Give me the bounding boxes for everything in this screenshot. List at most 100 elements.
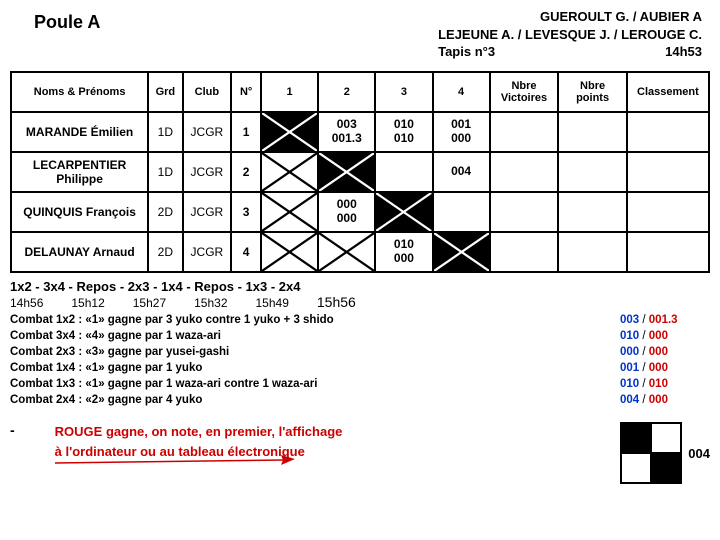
- victories-cell: [490, 232, 559, 272]
- col-2: 2: [318, 72, 375, 112]
- diag-black-cell: [433, 232, 490, 272]
- combat-text: Combat 1x4 : «1» gagne par 1 yuko: [10, 360, 202, 376]
- diag-black-cell: [375, 192, 432, 232]
- player-num: 1: [231, 112, 261, 152]
- mini-table: [620, 422, 682, 484]
- schedule-line: 1x2 - 3x4 - Repos - 2x3 - 1x4 - Repos - …: [10, 279, 710, 294]
- player-grade: 1D: [148, 112, 182, 152]
- diag-black-cell: [318, 152, 375, 192]
- points-cell: [558, 112, 627, 152]
- arrow: [55, 455, 621, 475]
- combat-line: Combat 2x4 : «2» gagne par 4 yuko 004 / 0…: [10, 392, 710, 408]
- col-grd: Grd: [148, 72, 182, 112]
- x-cell: [261, 152, 318, 192]
- table-header-row: Noms & Prénoms Grd Club N° 1 2 3 4 Nbre …: [11, 72, 709, 112]
- col-rank: Classement: [627, 72, 709, 112]
- player-club: JCGR: [183, 152, 232, 192]
- score-cell: 010000: [375, 232, 432, 272]
- col-4: 4: [433, 72, 490, 112]
- combat-text: Combat 2x3 : «3» gagne par yusei-gashi: [10, 344, 229, 360]
- combats-block: Combat 1x2 : «1» gagne par 3 yuko contre…: [10, 312, 710, 409]
- mini-black-cell: [621, 423, 651, 453]
- time-stamp: 15h32: [194, 296, 227, 310]
- officials-line1: GUEROULT G. / AUBIER A: [438, 8, 702, 26]
- player-grade: 2D: [148, 232, 182, 272]
- player-grade: 1D: [148, 152, 182, 192]
- table-row: MARANDE Émilien1DJCGR1 003001.30100100010…: [11, 112, 709, 152]
- footer-note: ROUGE gagne, on note, en premier, l'affi…: [55, 422, 621, 475]
- combat-line: Combat 2x3 : «3» gagne par yusei-gashi 00…: [10, 344, 710, 360]
- time-stamp: 15h12: [71, 296, 104, 310]
- tapis-label: Tapis n°3: [438, 43, 495, 61]
- col-name: Noms & Prénoms: [11, 72, 148, 112]
- x-cell: [261, 192, 318, 232]
- combat-result: 004 / 000: [620, 392, 710, 408]
- combat-text: Combat 3x4 : «4» gagne par 1 waza-ari: [10, 328, 221, 344]
- note-line1: ROUGE gagne, on note, en premier, l'affi…: [55, 422, 621, 442]
- rank-cell: [627, 152, 709, 192]
- mini-empty-cell: [621, 453, 651, 483]
- mini-example: 004: [620, 422, 710, 484]
- col-1: 1: [261, 72, 318, 112]
- empty-cell: [433, 192, 490, 232]
- time-stamp: 15h49: [256, 296, 289, 310]
- combat-result: 000 / 000: [620, 344, 710, 360]
- times-row: 14h56 15h12 15h27 15h32 15h49 15h56: [10, 294, 710, 310]
- victories-cell: [490, 152, 559, 192]
- time-stamp: 14h56: [10, 296, 43, 310]
- player-num: 4: [231, 232, 261, 272]
- officials-block: GUEROULT G. / AUBIER A LEJEUNE A. / LEVE…: [438, 8, 710, 61]
- col-pts: Nbre points: [558, 72, 627, 112]
- player-club: JCGR: [183, 192, 232, 232]
- rank-cell: [627, 232, 709, 272]
- points-cell: [558, 192, 627, 232]
- officials-line2: LEJEUNE A. / LEVESQUE J. / LEROUGE C.: [438, 26, 702, 44]
- combat-line: Combat 1x2 : «1» gagne par 3 yuko contre…: [10, 312, 710, 328]
- player-name: MARANDE Émilien: [11, 112, 148, 152]
- col-num: N°: [231, 72, 261, 112]
- score-cell: 010010: [375, 112, 432, 152]
- rank-cell: [627, 112, 709, 152]
- combat-text: Combat 1x2 : «1» gagne par 3 yuko contre…: [10, 312, 334, 328]
- score-cell: 001000: [433, 112, 490, 152]
- table-row: QUINQUIS François2DJCGR3000000: [11, 192, 709, 232]
- table-row: LECARPENTIER Philippe1DJCGR2004: [11, 152, 709, 192]
- score-cell: 003001.3: [318, 112, 375, 152]
- victories-cell: [490, 192, 559, 232]
- col-club: Club: [183, 72, 232, 112]
- player-name: DELAUNAY Arnaud: [11, 232, 148, 272]
- combat-line: Combat 1x4 : «1» gagne par 1 yuko 001 / 0…: [10, 360, 710, 376]
- time-stamp: 15h56: [317, 294, 356, 310]
- victories-cell: [490, 112, 559, 152]
- mini-black-cell: [651, 453, 681, 483]
- diag-black-cell: [261, 112, 318, 152]
- combat-result: 003 / 001.3: [620, 312, 710, 328]
- player-num: 2: [231, 152, 261, 192]
- rank-cell: [627, 192, 709, 232]
- player-num: 3: [231, 192, 261, 232]
- points-cell: [558, 152, 627, 192]
- combat-text: Combat 2x4 : «2» gagne par 4 yuko: [10, 392, 202, 408]
- col-vict: Nbre Victoires: [490, 72, 559, 112]
- x-cell: [318, 232, 375, 272]
- player-name: QUINQUIS François: [11, 192, 148, 232]
- combat-text: Combat 1x3 : «1» gagne par 1 waza-ari co…: [10, 376, 317, 392]
- time-stamp: 15h27: [133, 296, 166, 310]
- tapis-time: 14h53: [665, 43, 702, 61]
- combat-result: 010 / 000: [620, 328, 710, 344]
- points-cell: [558, 232, 627, 272]
- pool-table: Noms & Prénoms Grd Club N° 1 2 3 4 Nbre …: [10, 71, 710, 273]
- table-row: DELAUNAY Arnaud2DJCGR4 010000: [11, 232, 709, 272]
- footer-dash: -: [10, 422, 15, 438]
- player-club: JCGR: [183, 112, 232, 152]
- mini-empty-cell: [651, 423, 681, 453]
- score-cell: 000000: [318, 192, 375, 232]
- empty-cell: [375, 152, 432, 192]
- player-club: JCGR: [183, 232, 232, 272]
- mini-label: 004: [688, 446, 710, 461]
- combat-line: Combat 3x4 : «4» gagne par 1 waza-ari 010…: [10, 328, 710, 344]
- player-name: LECARPENTIER Philippe: [11, 152, 148, 192]
- combat-result: 001 / 000: [620, 360, 710, 376]
- combat-line: Combat 1x3 : «1» gagne par 1 waza-ari co…: [10, 376, 710, 392]
- x-cell: [261, 232, 318, 272]
